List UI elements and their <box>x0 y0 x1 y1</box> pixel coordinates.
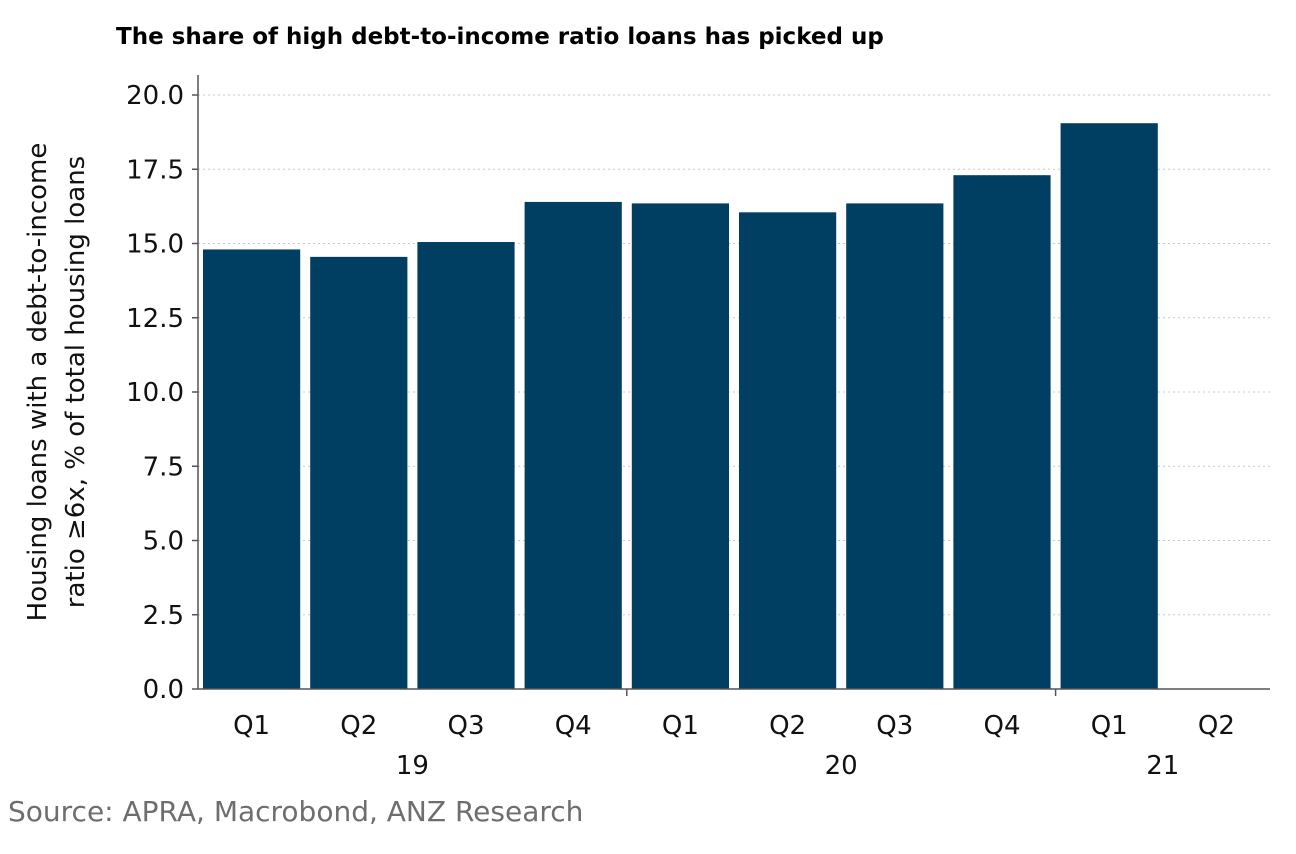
y-tick-labels: 0.0 2.5 5.0 7.5 10.0 12.5 15.0 17.5 20.0 <box>126 81 184 705</box>
y-tick-label: 2.5 <box>143 601 184 631</box>
x-year-label: 19 <box>396 751 429 781</box>
x-tick-label: Q2 <box>340 711 377 741</box>
y-tick-label: 7.5 <box>143 452 184 482</box>
bar <box>524 201 622 690</box>
x-tick-label: Q1 <box>662 711 699 741</box>
x-tick-label: Q2 <box>1198 711 1235 741</box>
x-tick-label: Q3 <box>876 711 913 741</box>
bar <box>1060 123 1158 690</box>
bar <box>846 203 944 689</box>
y-tick-label: 17.5 <box>126 155 184 185</box>
bar <box>739 212 837 689</box>
x-tick-label: Q1 <box>233 711 270 741</box>
x-tick-label: Q1 <box>1091 711 1128 741</box>
y-axis-label: Housing loans with a debt-to-income ratio… <box>23 143 91 622</box>
x-tick-labels: Q1 Q2 Q3 Q4 Q1 Q2 Q3 Q4 Q1 Q2 19 20 21 <box>233 711 1235 781</box>
y-tick-label: 20.0 <box>126 81 184 111</box>
chart-title: The share of high debt-to-income ratio l… <box>116 24 884 50</box>
bar <box>953 175 1051 689</box>
y-tick-label: 0.0 <box>143 675 184 705</box>
y-tick-label: 10.0 <box>126 378 184 408</box>
y-tick-label: 12.5 <box>126 304 184 334</box>
y-axis-label-line: Housing loans with a debt-to-income <box>23 143 53 622</box>
bar <box>203 249 301 689</box>
gridlines <box>198 94 1270 616</box>
source-note: Source: APRA, Macrobond, ANZ Research <box>8 795 584 828</box>
bar <box>310 256 408 689</box>
x-tick-label: Q3 <box>447 711 484 741</box>
y-tick-label: 5.0 <box>143 527 184 557</box>
x-tick-label: Q2 <box>769 711 806 741</box>
bar <box>631 203 729 689</box>
bar <box>417 242 515 689</box>
y-tick-label: 15.0 <box>126 230 184 260</box>
y-axis-label-line: ratio ≥6x, % of total housing loans <box>61 156 91 608</box>
x-year-label: 20 <box>825 751 858 781</box>
axes <box>192 75 1270 696</box>
bars <box>203 123 1158 690</box>
x-tick-label: Q4 <box>983 711 1020 741</box>
x-year-label: 21 <box>1146 751 1179 781</box>
x-tick-label: Q4 <box>555 711 592 741</box>
